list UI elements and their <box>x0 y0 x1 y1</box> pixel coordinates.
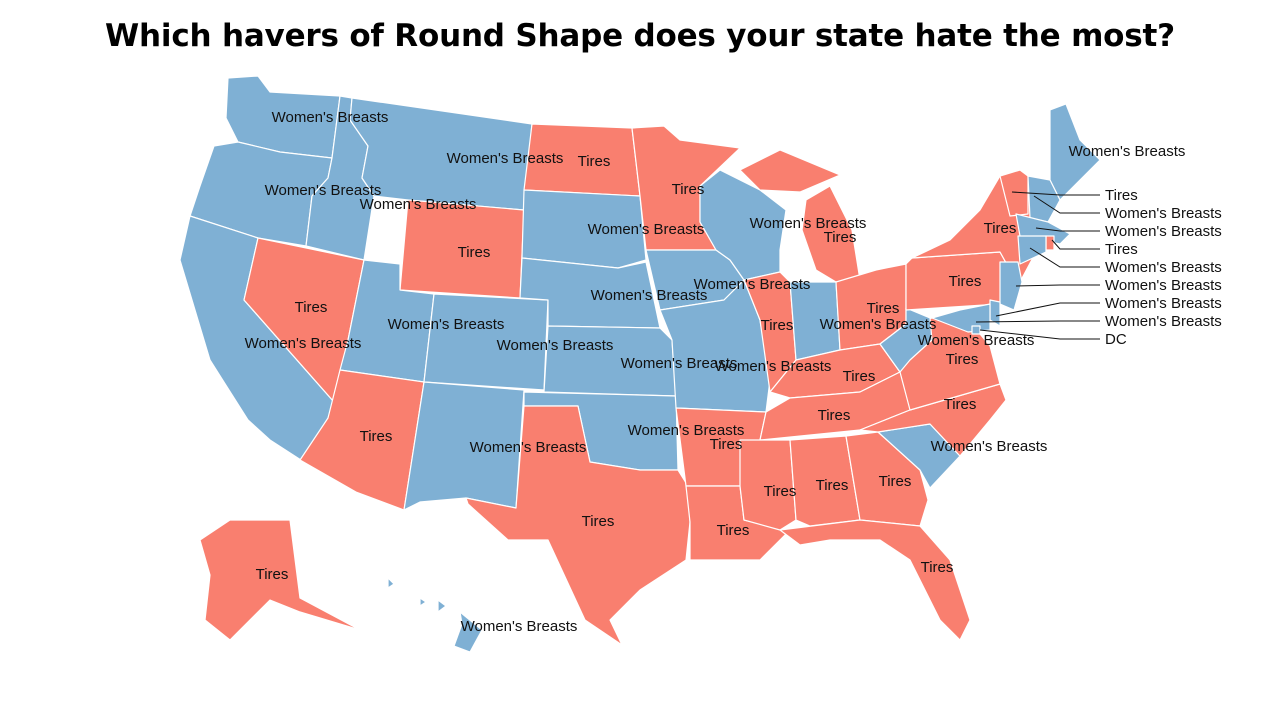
callout-label: Tires <box>1105 241 1138 258</box>
state-label-nd: Tires <box>578 153 611 170</box>
state-label-wa: Women's Breasts <box>272 109 389 126</box>
state-label-nv: Tires <box>295 299 328 316</box>
state-label-ny: Tires <box>984 220 1017 237</box>
state-label-il: Tires <box>761 317 794 334</box>
callout-label: DC <box>1105 331 1127 348</box>
state-label-la: Tires <box>717 522 750 539</box>
callout-label: Women's Breasts <box>1105 259 1222 276</box>
state-label-wv: Women's Breasts <box>918 332 1035 349</box>
state-label-nm: Women's Breasts <box>470 439 587 456</box>
state-label-ak: Tires <box>256 566 289 583</box>
callout-leader-line <box>995 302 1100 317</box>
callout-label: Women's Breasts <box>1105 205 1222 222</box>
callout-leader-line <box>1011 191 1100 196</box>
state-label-tn: Tires <box>818 407 851 424</box>
state-label-mi: Tires <box>824 229 857 246</box>
state-label-or: Women's Breasts <box>265 182 382 199</box>
state-label-ca: Women's Breasts <box>245 335 362 352</box>
state-ak <box>199 519 361 641</box>
state-label-mo: Women's Breasts <box>715 358 832 375</box>
state-vt <box>999 169 1029 217</box>
state-fl <box>779 519 971 641</box>
state-label-wy: Tires <box>458 244 491 261</box>
callout-leader-line <box>1029 247 1100 268</box>
callout-label: Women's Breasts <box>1105 313 1222 330</box>
state-label-in: Women's Breasts <box>820 316 937 333</box>
state-wv <box>879 307 933 373</box>
state-label-sc: Women's Breasts <box>931 438 1048 455</box>
state-label-oh: Tires <box>867 300 900 317</box>
callout-leader-line <box>975 320 1100 323</box>
state-label-ms: Tires <box>764 483 797 500</box>
state-md <box>931 303 991 333</box>
state-label-sd: Women's Breasts <box>588 221 705 238</box>
callout-label: Women's Breasts <box>1105 223 1222 240</box>
state-sd <box>521 189 647 269</box>
callout-leader-line <box>1015 284 1100 287</box>
state-hi <box>387 577 483 653</box>
callout-leader-line <box>1051 239 1100 250</box>
map-title: Which havers of Round Shape does your st… <box>105 18 1175 54</box>
callout-label: Women's Breasts <box>1105 295 1222 312</box>
state-label-va: Tires <box>946 351 979 368</box>
state-label-ia: Women's Breasts <box>694 276 811 293</box>
state-label-id: Women's Breasts <box>360 196 477 213</box>
state-label-tx: Tires <box>582 513 615 530</box>
state-label-ga: Tires <box>879 473 912 490</box>
state-nj <box>999 261 1023 311</box>
state-nh <box>1027 175 1061 223</box>
state-label-ky: Tires <box>843 368 876 385</box>
state-tx <box>465 405 691 646</box>
state-label-al: Tires <box>816 477 849 494</box>
state-label-ne: Women's Breasts <box>591 287 708 304</box>
state-label-co: Women's Breasts <box>497 337 614 354</box>
callout-leader-line <box>1035 227 1100 232</box>
state-label-me: Women's Breasts <box>1069 143 1186 160</box>
state-label-ar: Tires <box>710 436 743 453</box>
state-label-ks: Women's Breasts <box>621 355 738 372</box>
callout-label: Tires <box>1105 187 1138 204</box>
callout-leader-line <box>979 329 1100 340</box>
state-ct <box>1017 235 1047 265</box>
state-label-hi: Women's Breasts <box>461 618 578 635</box>
state-label-wi: Women's Breasts <box>750 215 867 232</box>
state-label-ok: Women's Breasts <box>628 422 745 439</box>
state-label-mn: Tires <box>672 181 705 198</box>
state-label-az: Tires <box>360 428 393 445</box>
state-label-mt: Women's Breasts <box>447 150 564 167</box>
state-dc <box>971 325 981 335</box>
state-label-nc: Tires <box>944 396 977 413</box>
state-ri <box>1045 235 1055 251</box>
state-label-ut: Women's Breasts <box>388 316 505 333</box>
state-label-fl: Tires <box>921 559 954 576</box>
state-label-pa: Tires <box>949 273 982 290</box>
callout-label: Women's Breasts <box>1105 277 1222 294</box>
callout-leader-line <box>1033 195 1100 214</box>
